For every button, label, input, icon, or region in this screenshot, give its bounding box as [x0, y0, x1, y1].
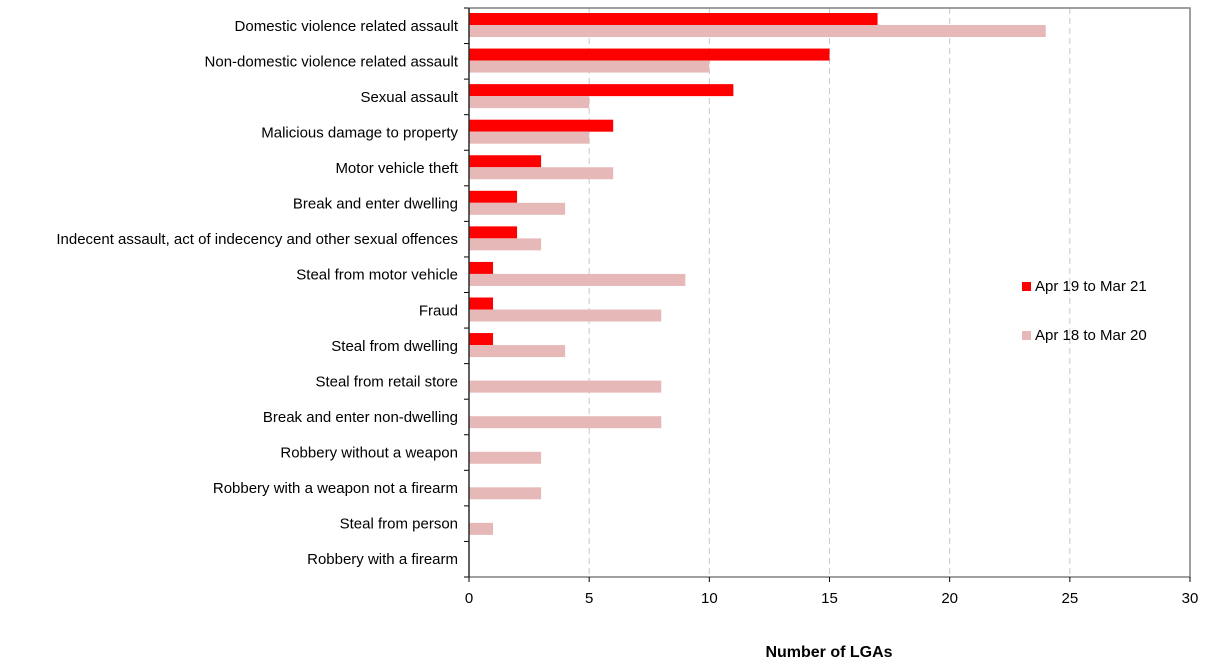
- bar-apr-19-to-mar-21-domestic-violence-related-assault: [469, 13, 878, 25]
- x-tick-label: 20: [941, 590, 958, 607]
- category-label: Robbery with a weapon not a firearm: [213, 480, 458, 497]
- x-tick-label: 15: [821, 590, 838, 607]
- bar-apr-18-to-mar-20-sexual-assault: [469, 96, 590, 109]
- bar-apr-18-to-mar-20-non-domestic-violence-related-assault: [469, 60, 710, 73]
- bar-apr-19-to-mar-21-malicious-damage-to-property: [469, 119, 614, 132]
- x-tick-labels: 0 5 10 15 20 25 30: [465, 590, 1199, 607]
- legend-label: Apr 18 to Mar 20: [1035, 327, 1147, 344]
- legend-label: Apr 19 to Mar 21: [1035, 278, 1147, 295]
- bar-apr-18-to-mar-20-motor-vehicle-theft: [469, 167, 614, 180]
- x-tick-label: 10: [701, 590, 718, 607]
- bar-apr-18-to-mar-20-malicious-damage-to-property: [469, 131, 590, 144]
- bar-apr-18-to-mar-20-break-and-enter-dwelling: [469, 202, 566, 215]
- bar-apr-18-to-mar-20-break-and-enter-non-dwelling: [469, 416, 662, 429]
- x-tick-label: 25: [1061, 590, 1078, 607]
- bar-apr-19-to-mar-21-non-domestic-violence-related-assault: [469, 48, 830, 61]
- bars: [469, 13, 1046, 535]
- category-label: Break and enter dwelling: [293, 196, 458, 213]
- axes: [464, 7, 1191, 582]
- category-label: Steal from dwelling: [331, 338, 458, 355]
- bar-apr-18-to-mar-20-robbery-without-a-weapon: [469, 451, 542, 464]
- x-tick-label: 5: [585, 590, 593, 607]
- category-label: Robbery without a weapon: [280, 445, 458, 462]
- bar-apr-19-to-mar-21-indecent-assault-act-of-indecency-and-other-sexual-offences: [469, 226, 518, 239]
- category-label: Break and enter non-dwelling: [263, 409, 458, 426]
- category-label: Steal from person: [340, 516, 458, 533]
- category-label: Domestic violence related assault: [235, 18, 459, 35]
- bar-apr-19-to-mar-21-sexual-assault: [469, 84, 734, 97]
- x-tick-label: 0: [465, 590, 473, 607]
- bar-apr-18-to-mar-20-steal-from-retail-store: [469, 380, 662, 393]
- bar-apr-19-to-mar-21-steal-from-motor-vehicle: [469, 261, 494, 274]
- category-label: Indecent assault, act of indecency and o…: [56, 231, 458, 248]
- category-label: Malicious damage to property: [261, 124, 458, 141]
- bar-apr-18-to-mar-20-indecent-assault-act-of-indecency-and-other-sexual-offences: [469, 238, 542, 251]
- bar-apr-19-to-mar-21-motor-vehicle-theft: [469, 155, 542, 168]
- legend: Apr 19 to Mar 21 Apr 18 to Mar 20: [1022, 278, 1147, 344]
- bar-apr-18-to-mar-20-steal-from-person: [469, 522, 494, 535]
- bar-apr-18-to-mar-20-steal-from-dwelling: [469, 345, 566, 358]
- category-label: Robbery with a firearm: [307, 551, 458, 568]
- bar-apr-19-to-mar-21-break-and-enter-dwelling: [469, 190, 518, 203]
- x-tick-label: 30: [1182, 590, 1199, 607]
- category-labels: Domestic violence related assault Non-dom…: [56, 18, 458, 568]
- bar-apr-18-to-mar-20-fraud: [469, 309, 662, 322]
- category-label: Non-domestic violence related assault: [205, 53, 459, 70]
- category-label: Steal from retail store: [315, 373, 458, 390]
- grid: [588, 8, 1071, 577]
- category-label: Steal from motor vehicle: [296, 267, 458, 284]
- bar-apr-18-to-mar-20-steal-from-motor-vehicle: [469, 273, 686, 286]
- legend-swatch-apr-18-to-mar-20: [1022, 331, 1031, 340]
- legend-swatch-apr-19-to-mar-21: [1022, 282, 1031, 291]
- category-label: Motor vehicle theft: [335, 160, 458, 177]
- bar-apr-18-to-mar-20-robbery-with-a-weapon-not-a-firearm: [469, 487, 542, 500]
- bar-apr-18-to-mar-20-domestic-violence-related-assault: [469, 25, 1046, 37]
- bar-apr-19-to-mar-21-steal-from-dwelling: [469, 333, 494, 346]
- category-label: Fraud: [419, 302, 458, 319]
- category-label: Sexual assault: [360, 89, 458, 106]
- x-axis-title: Number of LGAs: [765, 644, 892, 661]
- bar-apr-19-to-mar-21-fraud: [469, 297, 494, 310]
